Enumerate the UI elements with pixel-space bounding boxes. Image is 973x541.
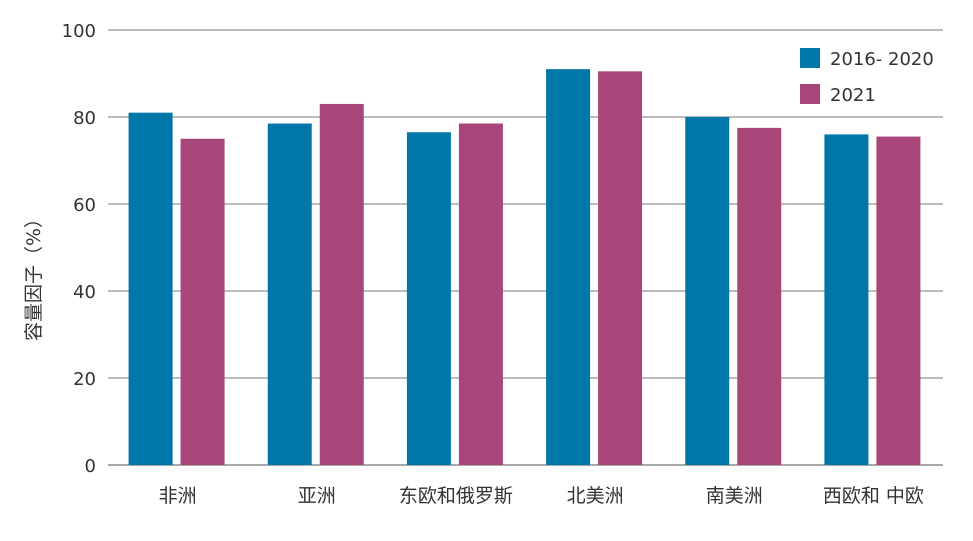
y-tick-label: 60	[73, 195, 96, 216]
bars	[128, 69, 921, 466]
bar	[824, 134, 869, 465]
bar	[737, 127, 782, 465]
y-tick-label: 100	[62, 21, 96, 42]
bar	[319, 103, 364, 465]
y-axis-ticks: 0 20 40 60 80 100	[62, 21, 96, 477]
x-category-label: 东欧和俄罗斯	[399, 485, 513, 507]
bar	[546, 69, 591, 466]
bar	[458, 123, 503, 466]
y-tick-label: 80	[73, 108, 96, 129]
bar	[685, 117, 730, 465]
y-tick-label: 40	[73, 282, 96, 303]
bar	[876, 136, 921, 465]
x-axis-categories: 非洲 亚洲 东欧和俄罗斯 北美洲 南美洲 西欧和 中欧	[159, 485, 924, 507]
legend: 2016- 2020 2021	[800, 48, 934, 106]
bar	[406, 132, 451, 465]
x-category-label: 西欧和 中欧	[823, 485, 924, 507]
bar	[180, 138, 225, 465]
legend-swatch	[800, 84, 820, 104]
bar	[128, 112, 173, 466]
bar	[598, 71, 643, 465]
legend-label: 2016- 2020	[830, 49, 934, 70]
legend-label: 2021	[830, 85, 876, 106]
gridlines	[108, 29, 943, 466]
x-category-label: 北美洲	[567, 485, 624, 507]
y-tick-label: 20	[73, 369, 96, 390]
x-category-label: 非洲	[159, 485, 197, 507]
bar	[267, 123, 312, 466]
x-category-label: 亚洲	[298, 485, 336, 507]
y-tick-label: 0	[85, 456, 96, 477]
legend-swatch	[800, 48, 820, 68]
x-category-label: 南美洲	[706, 485, 763, 507]
y-axis-title: 容量因子（%）	[23, 209, 45, 341]
